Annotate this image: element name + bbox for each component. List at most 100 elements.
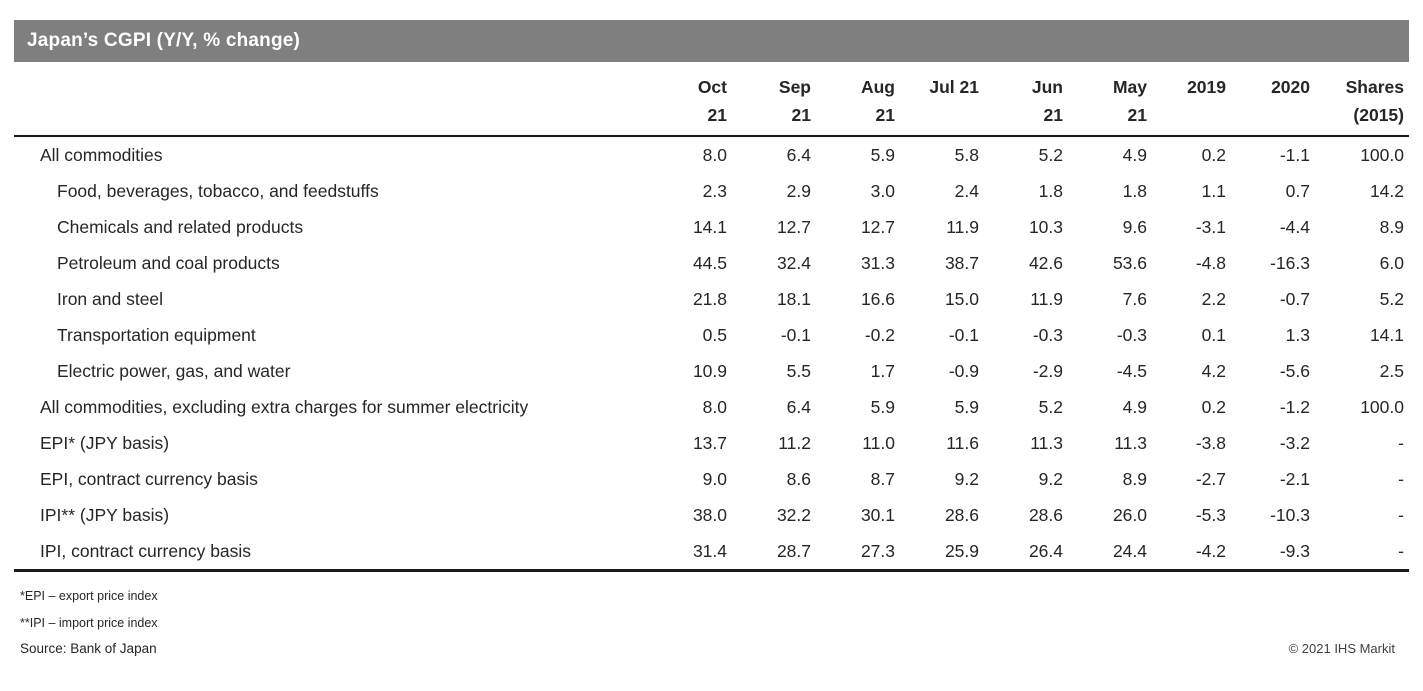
data-cell: -4.5 xyxy=(1116,361,1147,381)
data-cell: -4.2 xyxy=(1195,541,1226,561)
row-label: Transportation equipment xyxy=(57,325,256,345)
column-header-oct-21: Oct 21 xyxy=(643,71,727,137)
data-cell: 12.7 xyxy=(860,217,895,237)
table-title: Japan’s CGPI (Y/Y, % change) xyxy=(27,30,301,51)
data-cell: 26.4 xyxy=(1028,541,1063,561)
row-label: EPI* (JPY basis) xyxy=(40,433,170,453)
table-row: Transportation equipment 0.5 -0.1 -0.2 -0.1 -… xyxy=(14,317,1409,353)
data-cell: 8.0 xyxy=(702,145,727,165)
footnote-ipi: **IPI – import price index xyxy=(20,616,158,630)
data-cell: 21.8 xyxy=(692,289,727,309)
copyright-note: © 2021 IHS Markit xyxy=(1288,641,1395,656)
data-cell: 8.9 xyxy=(1379,217,1404,237)
data-cell: 11.3 xyxy=(1030,433,1063,453)
table-row: Iron and steel 21.8 18.1 16.6 15.0 11.9 7.6 2.2… xyxy=(14,281,1409,317)
data-cell: 27.3 xyxy=(860,541,895,561)
data-cell: - xyxy=(1398,505,1404,525)
column-header-line2: 21 xyxy=(791,105,811,125)
data-cell: 8.0 xyxy=(702,397,727,417)
table-row: All commodities 8.0 6.4 5.9 5.8 5.2 4.9 0.2 -1.1… xyxy=(14,136,1409,173)
data-cell: 2.4 xyxy=(954,181,979,201)
data-cell: 9.2 xyxy=(1038,469,1063,489)
column-header-line1: Aug xyxy=(860,77,895,97)
data-cell: 44.5 xyxy=(692,253,727,273)
column-header-2019: 2019 xyxy=(1147,71,1226,137)
data-cell: 7.6 xyxy=(1122,289,1147,309)
data-cell: 0.1 xyxy=(1201,325,1226,345)
data-cell: -9.3 xyxy=(1279,541,1310,561)
source-note: Source: Bank of Japan xyxy=(20,641,157,656)
data-cell: 28.6 xyxy=(1028,505,1063,525)
data-cell: 8.6 xyxy=(786,469,811,489)
data-cell: 31.3 xyxy=(860,253,895,273)
table-title-bar: Japan’s CGPI (Y/Y, % change) xyxy=(14,20,1409,62)
column-header-line2: 21 xyxy=(1043,105,1063,125)
data-cell: 6.0 xyxy=(1379,253,1404,273)
column-header-line1: Oct xyxy=(697,77,727,97)
data-cell: 11.9 xyxy=(1030,289,1063,309)
column-header-shares: Shares (2015) xyxy=(1310,71,1409,137)
table-header: Oct 21 Sep 21 Aug 21 Jul 21 Jun 21 May 21 2019 2020 S… xyxy=(14,71,1409,137)
row-label: Petroleum and coal products xyxy=(57,253,280,273)
data-cell: -16.3 xyxy=(1270,253,1310,273)
table-row: Petroleum and coal products 44.5 32.4 31.3 3… xyxy=(14,245,1409,281)
data-cell: 5.8 xyxy=(954,145,979,165)
data-cell: 11.6 xyxy=(946,433,979,453)
row-label: Iron and steel xyxy=(57,289,164,309)
data-cell: 32.4 xyxy=(776,253,811,273)
data-cell: 14.1 xyxy=(692,217,727,237)
table-row: Food, beverages, tobacco, and feedstuffs… xyxy=(14,173,1409,209)
data-cell: 100.0 xyxy=(1360,397,1404,417)
data-cell: 5.9 xyxy=(870,397,895,417)
column-header-line1: Jun xyxy=(1031,77,1063,97)
data-cell: 2.5 xyxy=(1379,361,1404,381)
column-header-line1: 2020 xyxy=(1271,77,1310,97)
data-cell: -2.7 xyxy=(1195,469,1226,489)
data-cell: 0.2 xyxy=(1201,145,1226,165)
data-cell: 53.6 xyxy=(1112,253,1147,273)
table-row: IPI, contract currency basis 31.4 28.7 27.3… xyxy=(14,533,1409,571)
data-cell: - xyxy=(1398,433,1404,453)
row-label: All commodities xyxy=(40,145,163,165)
data-cell: 32.2 xyxy=(776,505,811,525)
row-label: IPI** (JPY basis) xyxy=(40,505,170,525)
data-cell: 14.2 xyxy=(1369,181,1404,201)
table-row: EPI* (JPY basis) 13.7 11.2 11.0 11.6 11.3 11.3… xyxy=(14,425,1409,461)
data-cell: 28.6 xyxy=(944,505,979,525)
data-cell: 14.1 xyxy=(1369,325,1404,345)
data-cell: -0.7 xyxy=(1279,289,1310,309)
data-cell: 1.7 xyxy=(870,361,895,381)
column-header-line1: May xyxy=(1112,77,1147,97)
column-header-may-21: May 21 xyxy=(1063,71,1147,137)
data-cell: 10.9 xyxy=(692,361,727,381)
data-cell: 31.4 xyxy=(692,541,727,561)
data-cell: -1.2 xyxy=(1279,397,1310,417)
table-body: All commodities 8.0 6.4 5.9 5.8 5.2 4.9 0.2 -1.1… xyxy=(14,136,1409,571)
data-cell: 11.2 xyxy=(778,433,811,453)
data-cell: 4.2 xyxy=(1201,361,1226,381)
data-cell: 10.3 xyxy=(1028,217,1063,237)
column-header-line1: Sep xyxy=(778,77,811,97)
data-cell: 1.1 xyxy=(1201,181,1226,201)
column-header-line2: (2015) xyxy=(1353,105,1404,125)
column-header-aug-21: Aug 21 xyxy=(811,71,895,137)
cgpi-table: Oct 21 Sep 21 Aug 21 Jul 21 Jun 21 May 21 2019 2020 S… xyxy=(14,71,1409,572)
data-cell: 9.0 xyxy=(702,469,727,489)
data-cell: 1.8 xyxy=(1122,181,1147,201)
data-cell: 8.7 xyxy=(870,469,895,489)
data-cell: -5.3 xyxy=(1195,505,1226,525)
data-cell: -0.1 xyxy=(780,325,811,345)
data-cell: -10.3 xyxy=(1270,505,1310,525)
row-label-column-header xyxy=(14,71,643,137)
table-row: Electric power, gas, and water 10.9 5.5 1.7… xyxy=(14,353,1409,389)
data-cell: 5.9 xyxy=(954,397,979,417)
data-cell: 5.9 xyxy=(870,145,895,165)
page: Japan’s CGPI (Y/Y, % change) Oct 21 Sep 21 A… xyxy=(14,20,1409,656)
data-cell: 9.2 xyxy=(954,469,979,489)
header-row: Oct 21 Sep 21 Aug 21 Jul 21 Jun 21 May 21 2019 2020 S… xyxy=(14,71,1409,137)
data-cell: 11.9 xyxy=(946,217,979,237)
data-cell: 5.2 xyxy=(1038,397,1063,417)
table-row: Chemicals and related products 14.1 12.7 12… xyxy=(14,209,1409,245)
table-row: All commodities, excluding extra charges… xyxy=(14,389,1409,425)
data-cell: 9.6 xyxy=(1122,217,1147,237)
